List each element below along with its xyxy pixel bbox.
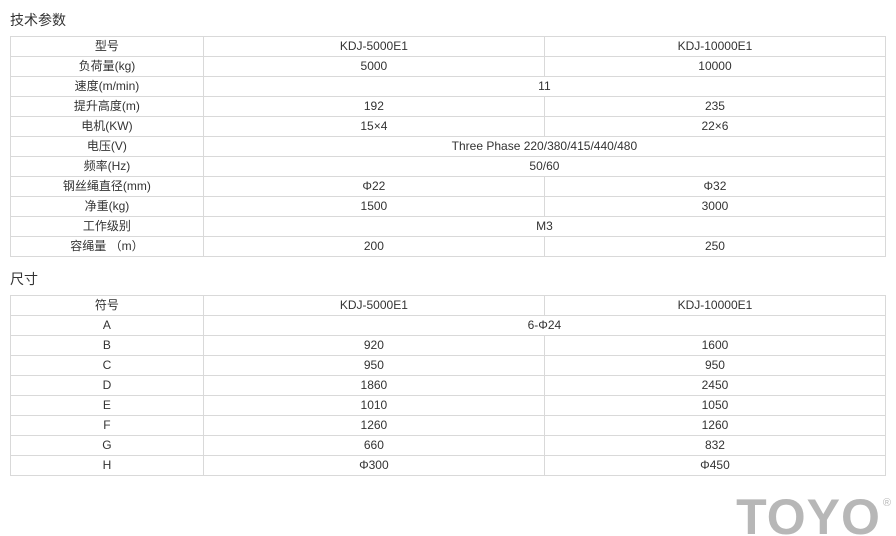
row-value-1: 950 — [204, 356, 544, 375]
table-header-row: 符号 KDJ-5000E1 KDJ-10000E1 — [11, 296, 885, 315]
row-value-2: 250 — [545, 237, 885, 256]
table-row: HΦ300Φ450 — [11, 456, 885, 475]
table-row: 电机(KW)15×422×6 — [11, 117, 885, 136]
row-value-1: 1860 — [204, 376, 544, 395]
table-row: 钢丝绳直径(mm)Φ22Φ32 — [11, 177, 885, 196]
row-label: E — [11, 396, 203, 415]
row-label: 电压(V) — [11, 137, 203, 156]
toyo-watermark: TOYO® — [736, 492, 890, 536]
registered-icon: ® — [883, 497, 892, 509]
row-value-2: 235 — [545, 97, 885, 116]
row-label: 钢丝绳直径(mm) — [11, 177, 203, 196]
row-label: 工作级别 — [11, 217, 203, 236]
row-value-2: 1050 — [545, 396, 885, 415]
row-label: B — [11, 336, 203, 355]
header-param: 型号 — [11, 37, 203, 56]
row-label: D — [11, 376, 203, 395]
row-value-2: 1260 — [545, 416, 885, 435]
table-row: 电压(V)Three Phase 220/380/415/440/480 — [11, 137, 885, 156]
row-value-1: 5000 — [204, 57, 544, 76]
dimensions-title: 尺寸 — [10, 269, 886, 289]
row-value-1: 1010 — [204, 396, 544, 415]
tech-params-table: 型号 KDJ-5000E1 KDJ-10000E1 负荷量(kg)5000100… — [10, 36, 886, 257]
table-row: E10101050 — [11, 396, 885, 415]
table-row: 频率(Hz)50/60 — [11, 157, 885, 176]
row-value-1: 1260 — [204, 416, 544, 435]
row-value-2: 2450 — [545, 376, 885, 395]
table-row: 负荷量(kg)500010000 — [11, 57, 885, 76]
row-value-2: 10000 — [545, 57, 885, 76]
table-header-row: 型号 KDJ-5000E1 KDJ-10000E1 — [11, 37, 885, 56]
row-value-2: 3000 — [545, 197, 885, 216]
row-label: F — [11, 416, 203, 435]
row-value-1: Φ22 — [204, 177, 544, 196]
header-col1: KDJ-5000E1 — [204, 37, 544, 56]
row-value-merged: 50/60 — [204, 157, 885, 176]
row-value-2: Φ450 — [545, 456, 885, 475]
row-value-1: 920 — [204, 336, 544, 355]
row-value-merged: Three Phase 220/380/415/440/480 — [204, 137, 885, 156]
row-label: G — [11, 436, 203, 455]
row-label: C — [11, 356, 203, 375]
row-value-1: 15×4 — [204, 117, 544, 136]
dimensions-table: 符号 KDJ-5000E1 KDJ-10000E1 A6-Φ24B9201600… — [10, 295, 886, 476]
row-value-2: Φ32 — [545, 177, 885, 196]
table-row: C950950 — [11, 356, 885, 375]
table-row: 速度(m/min)11 — [11, 77, 885, 96]
row-label: 负荷量(kg) — [11, 57, 203, 76]
row-label: 频率(Hz) — [11, 157, 203, 176]
row-label: 净重(kg) — [11, 197, 203, 216]
row-label: 提升高度(m) — [11, 97, 203, 116]
header-param: 符号 — [11, 296, 203, 315]
row-label: H — [11, 456, 203, 475]
row-value-1: Φ300 — [204, 456, 544, 475]
tech-params-title: 技术参数 — [10, 10, 886, 30]
table-row: 容绳量 （m）200250 — [11, 237, 885, 256]
header-col2: KDJ-10000E1 — [545, 296, 885, 315]
row-value-1: 192 — [204, 97, 544, 116]
row-value-merged: 6-Φ24 — [204, 316, 885, 335]
table-row: F12601260 — [11, 416, 885, 435]
row-label: 容绳量 （m） — [11, 237, 203, 256]
header-col2: KDJ-10000E1 — [545, 37, 885, 56]
row-value-merged: 11 — [204, 77, 885, 96]
row-value-1: 200 — [204, 237, 544, 256]
table-row: 净重(kg)15003000 — [11, 197, 885, 216]
watermark-text: TOYO — [736, 489, 881, 536]
row-value-1: 1500 — [204, 197, 544, 216]
row-value-2: 1600 — [545, 336, 885, 355]
row-value-1: 660 — [204, 436, 544, 455]
table-row: G660832 — [11, 436, 885, 455]
row-value-2: 832 — [545, 436, 885, 455]
table-row: 工作级别M3 — [11, 217, 885, 236]
row-label: 电机(KW) — [11, 117, 203, 136]
row-value-merged: M3 — [204, 217, 885, 236]
table-row: D18602450 — [11, 376, 885, 395]
row-label: 速度(m/min) — [11, 77, 203, 96]
table-row: B9201600 — [11, 336, 885, 355]
table-row: A6-Φ24 — [11, 316, 885, 335]
table-row: 提升高度(m)192235 — [11, 97, 885, 116]
row-value-2: 950 — [545, 356, 885, 375]
row-label: A — [11, 316, 203, 335]
row-value-2: 22×6 — [545, 117, 885, 136]
header-col1: KDJ-5000E1 — [204, 296, 544, 315]
